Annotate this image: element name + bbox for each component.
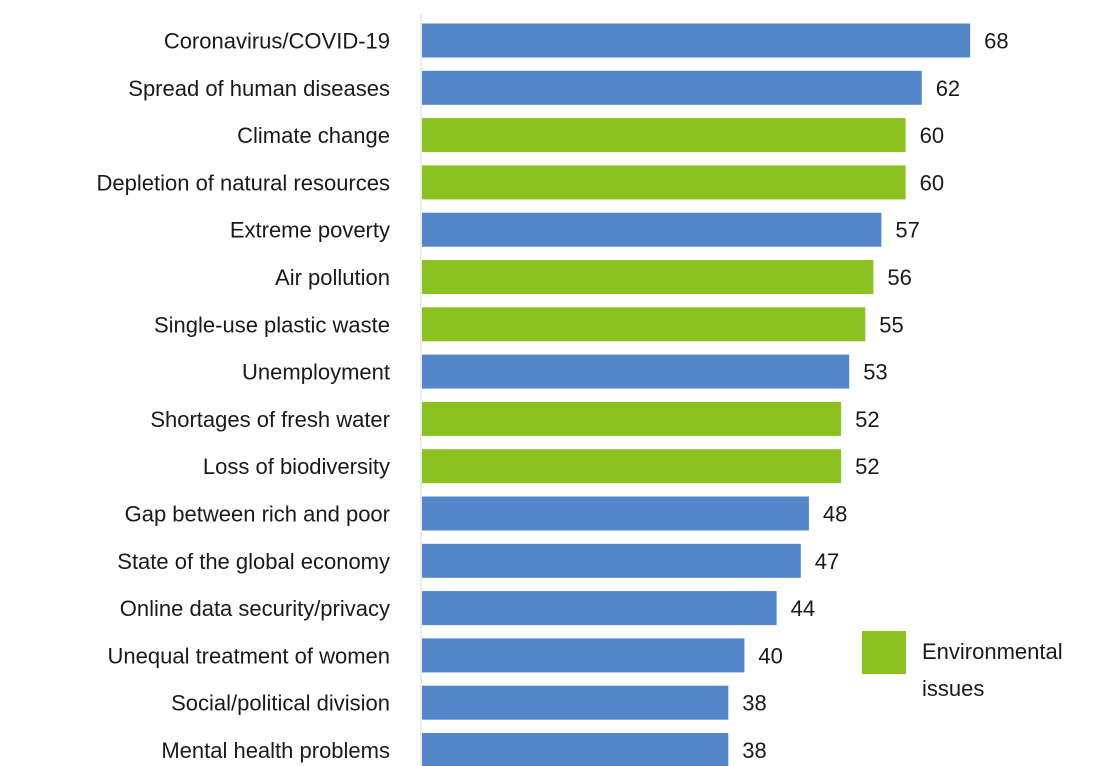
value-label: 48 [823, 502, 847, 527]
value-label: 40 [758, 643, 782, 668]
legend-label-line2: issues [922, 676, 984, 701]
category-label: Mental health problems [161, 738, 390, 763]
value-label: 52 [855, 407, 879, 432]
category-label: Extreme poverty [230, 218, 390, 243]
category-label: Unemployment [242, 360, 390, 385]
category-label: Social/political division [171, 691, 390, 716]
value-label: 52 [855, 454, 879, 479]
bar-11 [422, 496, 809, 531]
value-label: 38 [742, 691, 766, 716]
category-label: Online data security/privacy [120, 596, 390, 621]
bar-8 [422, 354, 850, 389]
category-label: Shortages of fresh water [150, 407, 390, 432]
bar-2 [422, 70, 922, 105]
legend-label-line1: Environmental [922, 639, 1063, 664]
value-label: 38 [742, 738, 766, 763]
bar-14 [422, 638, 745, 673]
category-label: Coronavirus/COVID-19 [164, 29, 390, 54]
category-label: Depletion of natural resources [97, 170, 391, 195]
value-label: 53 [863, 360, 887, 385]
category-label: Spread of human diseases [128, 76, 390, 101]
bars-group [422, 23, 971, 766]
category-label: Loss of biodiversity [203, 454, 390, 479]
value-label: 56 [887, 265, 911, 290]
category-label: Gap between rich and poor [125, 502, 390, 527]
value-label: 68 [984, 29, 1008, 54]
value-label: 55 [879, 312, 903, 337]
bar-7 [422, 307, 866, 342]
value-label: 60 [920, 123, 944, 148]
bar-16 [422, 733, 729, 766]
bar-15 [422, 685, 729, 720]
category-labels-group: Coronavirus/COVID-19 Spread of human dise… [97, 29, 391, 764]
bar-12 [422, 543, 801, 578]
value-label: 60 [920, 170, 944, 195]
value-label: 44 [791, 596, 815, 621]
bar-13 [422, 591, 777, 626]
legend-swatch [862, 631, 906, 674]
bar-6 [422, 260, 874, 294]
bar-4 [422, 165, 906, 200]
category-label: Air pollution [275, 265, 390, 290]
bar-5 [422, 212, 882, 247]
value-label: 57 [895, 218, 919, 243]
category-label: Unequal treatment of women [108, 643, 391, 668]
legend: Environmental issues [862, 631, 1063, 701]
category-label: Climate change [237, 123, 390, 148]
value-label: 62 [936, 76, 960, 101]
bar-1 [422, 23, 971, 58]
bar-9 [422, 401, 842, 436]
bar-3 [422, 118, 906, 153]
category-label: Single-use plastic waste [154, 312, 390, 337]
value-label: 47 [815, 549, 839, 574]
bar-10 [422, 449, 842, 484]
category-label: State of the global economy [117, 549, 390, 574]
